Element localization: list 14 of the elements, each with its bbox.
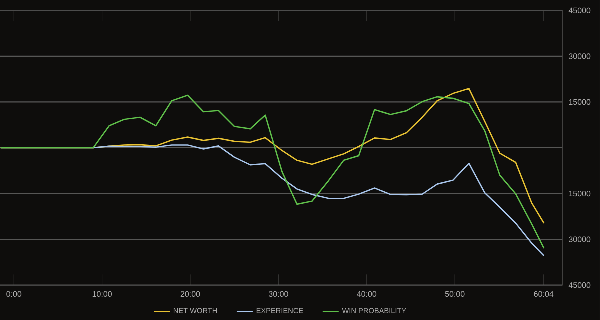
y-tick-label: 30000 [569,54,591,60]
x-tick-label: 0:00 [6,291,22,298]
y-tick-label: 45000 [568,282,591,288]
x-tick-label: 40:00 [357,291,377,298]
x-tick-label: 20:00 [180,291,200,298]
x-tick-label: 60:04 [534,291,554,298]
line-series [0,94,545,250]
x-tick-label: 50:00 [445,291,465,298]
x-tick-label: 30:00 [268,291,288,298]
y-tick-label: 15000 [569,190,591,197]
y-tick-label: 45000 [568,8,591,14]
y-tick-label: 30000 [569,236,591,242]
x-tick-label: 10:00 [92,291,112,298]
y-tick-label: 15000 [569,99,591,106]
